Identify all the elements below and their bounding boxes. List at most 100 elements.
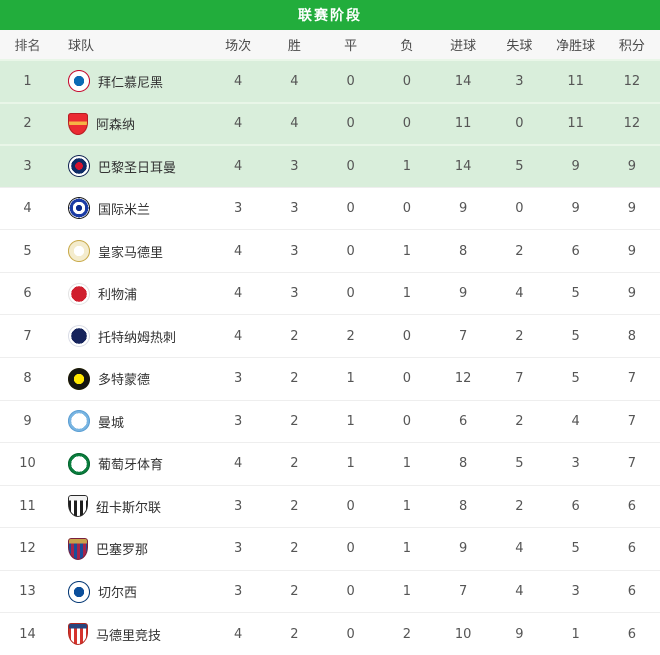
stat-points: 6 xyxy=(627,584,637,600)
stat-points: 9 xyxy=(627,158,637,174)
stat-loss: 0 xyxy=(402,200,412,216)
stat-goal_diff: 3 xyxy=(571,456,580,472)
table-row[interactable]: 10 葡萄牙体育 4 2 1 1 8 5 3 7 xyxy=(0,442,660,485)
team-name: 巴黎圣日耳曼 xyxy=(98,160,177,176)
table-row[interactable]: 5 皇家马德里 4 3 0 1 8 2 6 9 xyxy=(0,229,660,272)
stat-goals_against: 2 xyxy=(515,413,524,429)
stat-points: 9 xyxy=(627,200,637,216)
stat-win: 2 xyxy=(290,541,299,557)
team-name: 葡萄牙体育 xyxy=(98,458,164,474)
team-cell: 皇家马德里 xyxy=(55,240,210,263)
standings-body: 1 拜仁慕尼黑 4 4 0 0 14 3 11 12 2 阿森纳 4 4 0 0… xyxy=(0,59,660,655)
table-row[interactable]: 9 曼城 3 2 1 0 6 2 4 7 xyxy=(0,399,660,443)
stat-goals_for: 7 xyxy=(458,584,468,600)
column-header-goals-against: 失球 xyxy=(506,39,533,54)
team-name: 纽卡斯尔联 xyxy=(96,500,162,516)
stat-goal_diff: 11 xyxy=(567,73,584,89)
team-logo-icon xyxy=(68,325,90,348)
stat-played: 3 xyxy=(233,584,243,600)
stat-loss: 0 xyxy=(402,73,412,89)
stat-win: 2 xyxy=(290,584,299,600)
stat-goal_diff: 9 xyxy=(571,200,580,216)
team-logo-icon xyxy=(68,410,90,433)
team-cell: 阿森纳 xyxy=(55,112,210,135)
table-row[interactable]: 7 托特纳姆热刺 4 2 2 0 7 2 5 8 xyxy=(0,314,660,357)
team-name: 利物浦 xyxy=(98,288,138,304)
table-row[interactable]: 8 多特蒙德 3 2 1 0 12 7 5 7 xyxy=(0,356,660,400)
stat-draw: 1 xyxy=(346,413,355,429)
stat-played: 4 xyxy=(233,286,243,302)
stat-draw: 0 xyxy=(346,73,355,89)
stat-loss: 1 xyxy=(402,158,412,174)
column-header-draw: 平 xyxy=(344,39,358,54)
stat-goals_for: 8 xyxy=(458,456,468,472)
stat-goals_against: 2 xyxy=(515,328,524,344)
stat-goal_diff: 3 xyxy=(571,584,580,600)
rank-cell: 8 xyxy=(23,371,32,387)
table-row[interactable]: 4 国际米兰 3 3 0 0 9 0 9 9 xyxy=(0,186,660,230)
stat-win: 2 xyxy=(290,626,299,642)
stat-draw: 0 xyxy=(346,626,355,642)
table-row[interactable]: 2 阿森纳 4 4 0 0 11 0 11 12 xyxy=(0,101,660,145)
stat-goals_against: 0 xyxy=(515,200,524,216)
table-row[interactable]: 12 巴塞罗那 3 2 0 1 9 4 5 6 xyxy=(0,527,660,570)
stat-points: 9 xyxy=(627,286,637,302)
column-header-played: 场次 xyxy=(225,39,252,54)
stat-played: 3 xyxy=(233,541,243,557)
stat-points: 7 xyxy=(627,413,637,429)
team-logo-icon xyxy=(68,580,90,603)
stat-goals_against: 4 xyxy=(515,584,524,600)
team-logo-icon xyxy=(68,112,88,135)
stat-draw: 0 xyxy=(346,116,355,132)
stat-goals_against: 2 xyxy=(515,498,524,514)
stat-goal_diff: 9 xyxy=(571,158,580,174)
team-cell: 国际米兰 xyxy=(55,197,210,220)
table-row[interactable]: 1 拜仁慕尼黑 4 4 0 0 14 3 11 12 xyxy=(0,59,660,102)
stat-win: 2 xyxy=(290,371,299,387)
team-logo-icon xyxy=(68,155,90,178)
team-cell: 马德里竞技 xyxy=(55,623,210,646)
stat-played: 3 xyxy=(233,498,243,514)
table-row[interactable]: 14 马德里竞技 4 2 0 2 10 9 1 6 xyxy=(0,612,660,655)
table-row[interactable]: 11 纽卡斯尔联 3 2 0 1 8 2 6 6 xyxy=(0,484,660,528)
rank-cell: 5 xyxy=(23,243,32,259)
rank-cell: 4 xyxy=(23,200,32,216)
stat-goals_for: 12 xyxy=(454,371,472,387)
team-logo-icon xyxy=(68,495,88,518)
stat-win: 3 xyxy=(290,243,299,259)
stat-points: 6 xyxy=(627,541,637,557)
stat-points: 6 xyxy=(627,498,637,514)
rank-cell: 10 xyxy=(19,456,36,472)
stat-goals_for: 11 xyxy=(454,116,472,132)
stat-loss: 0 xyxy=(402,328,412,344)
rank-cell: 14 xyxy=(19,626,36,642)
column-header-points: 积分 xyxy=(618,39,645,54)
table-row[interactable]: 13 切尔西 3 2 0 1 7 4 3 6 xyxy=(0,569,660,613)
stat-draw: 1 xyxy=(346,456,355,472)
stat-loss: 2 xyxy=(402,626,412,642)
stat-goals_for: 9 xyxy=(458,286,468,302)
stat-points: 6 xyxy=(627,626,637,642)
team-name: 皇家马德里 xyxy=(98,245,164,261)
table-row[interactable]: 6 利物浦 4 3 0 1 9 4 5 9 xyxy=(0,271,660,315)
team-name: 阿森纳 xyxy=(96,118,136,134)
stat-draw: 0 xyxy=(346,158,355,174)
stat-points: 12 xyxy=(623,73,641,89)
table-row[interactable]: 3 巴黎圣日耳曼 4 3 0 1 14 5 9 9 xyxy=(0,144,660,187)
stat-goals_against: 7 xyxy=(515,371,524,387)
stat-goals_for: 14 xyxy=(454,158,472,174)
stat-win: 3 xyxy=(290,158,299,174)
column-header-team: 球队 xyxy=(68,39,95,54)
stat-loss: 0 xyxy=(402,116,412,132)
stat-goals_against: 2 xyxy=(515,243,524,259)
team-name: 拜仁慕尼黑 xyxy=(98,75,164,91)
stat-loss: 1 xyxy=(402,541,412,557)
stat-win: 4 xyxy=(290,73,299,89)
stat-loss: 1 xyxy=(402,456,412,472)
stat-points: 7 xyxy=(627,371,637,387)
stat-draw: 0 xyxy=(346,286,355,302)
rank-cell: 9 xyxy=(23,413,32,429)
team-logo-icon xyxy=(68,452,90,475)
stat-goals_against: 0 xyxy=(515,116,524,132)
stat-played: 3 xyxy=(233,371,243,387)
